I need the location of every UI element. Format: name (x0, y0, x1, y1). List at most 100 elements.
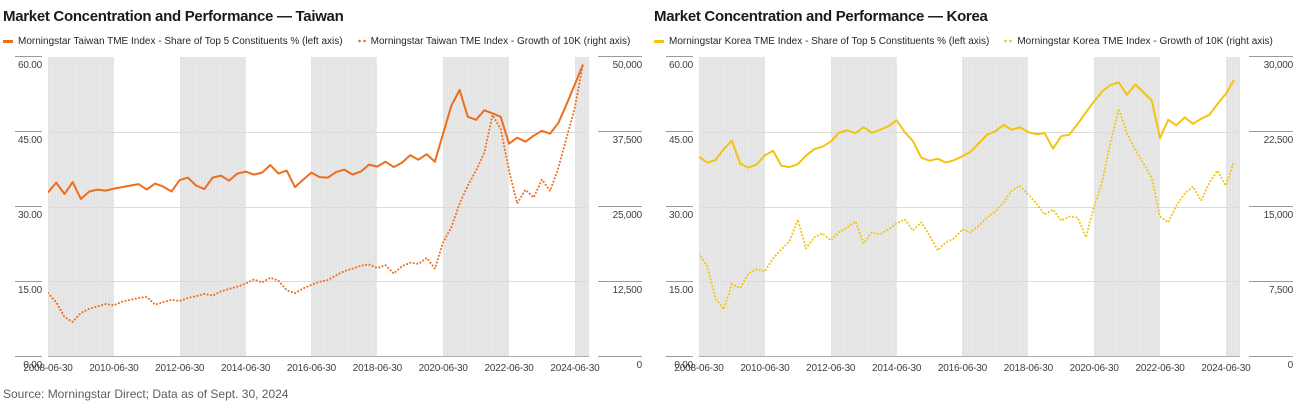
gridline (48, 131, 589, 133)
chart-title-taiwan: Market Concentration and Performance — T… (3, 8, 344, 25)
chart-title-korea: Market Concentration and Performance — K… (654, 8, 988, 25)
right-axis-tick: 30,000 (1249, 56, 1293, 71)
share-of-top5-line (48, 64, 584, 200)
right-axis-tick-label: 7,500 (1268, 285, 1293, 296)
left-axis-tick-label: 15.00 (668, 285, 693, 296)
right-axis-tick: 7,500 (1249, 281, 1293, 296)
tick-mark (1249, 56, 1293, 57)
legend-item: Morningstar Korea TME Index - Share of T… (654, 36, 989, 47)
right-axis-tick-label: 12,500 (612, 285, 643, 296)
x-axis-tick-label: 2020-06-30 (1069, 363, 1119, 374)
right-y-axis: 50,000 37,500 25,000 12,500 0 (589, 56, 645, 371)
left-axis-tick: 15.00 (666, 281, 693, 296)
x-axis-tick-label: 2022-06-30 (484, 363, 534, 374)
right-axis-tick-label: 37,500 (612, 135, 643, 146)
right-axis-tick-label: 0 (636, 360, 643, 371)
tick-mark (15, 131, 42, 132)
left-axis-tick: 30.00 (666, 206, 693, 221)
x-axis-tick-label: 2008-06-30 (674, 363, 724, 374)
x-axis-tick-label: 2010-06-30 (89, 363, 139, 374)
x-axis-tick-label: 2012-06-30 (806, 363, 856, 374)
chart-lines (699, 79, 1235, 312)
legend-item: Morningstar Taiwan TME Index - Share of … (3, 36, 343, 47)
left-axis-tick: 60.00 (666, 56, 693, 71)
right-axis-tick: 15,000 (1249, 206, 1293, 221)
right-axis-tick: 22,500 (1249, 131, 1293, 146)
legend-item: Morningstar Taiwan TME Index - Growth of… (356, 36, 630, 47)
chart-legend-taiwan: Morningstar Taiwan TME Index - Share of … (3, 34, 645, 48)
left-axis-tick: 0.00 (666, 356, 693, 371)
left-axis-tick: 15.00 (15, 281, 42, 296)
tick-mark (598, 281, 642, 282)
x-axis-tick-label: 2016-06-30 (286, 363, 337, 374)
right-y-axis: 30,000 22,500 15,000 7,500 0 (1240, 56, 1296, 371)
gridline (48, 281, 589, 283)
left-axis-tick-label: 45.00 (17, 135, 42, 146)
chart-body-taiwan: 60.00 45.00 30.00 15.00 0.00 50,000 37,500 25,… (3, 56, 645, 377)
left-axis-tick-label: 60.00 (17, 60, 42, 71)
legend-label: Morningstar Taiwan TME Index - Share of … (18, 35, 343, 47)
tick-mark (1249, 206, 1293, 207)
right-axis-tick-label: 50,000 (612, 60, 643, 71)
tick-mark (1249, 281, 1293, 282)
legend-label: Morningstar Korea TME Index - Growth of … (1017, 35, 1273, 47)
dotted-line-swatch-icon (1003, 39, 1013, 43)
right-axis-tick-label: 22,500 (1263, 135, 1294, 146)
source-note: Source: Morningstar Direct; Data as of S… (3, 387, 289, 401)
right-axis-tick: 50,000 (598, 56, 642, 71)
right-axis-tick: 25,000 (598, 206, 642, 221)
left-axis-tick-label: 15.00 (17, 285, 42, 296)
left-axis-tick-label: 0.00 (23, 360, 42, 371)
charts-row: Market Concentration and Performance — T… (0, 0, 1302, 377)
tick-mark (666, 131, 693, 132)
tick-mark (598, 56, 642, 57)
right-axis-tick: 0 (1249, 356, 1293, 371)
right-axis-tick-label: 0 (1287, 360, 1294, 371)
plot-area (699, 57, 1240, 357)
chart-panel-taiwan: Market Concentration and Performance — T… (0, 0, 651, 377)
x-axis-tick-label: 2010-06-30 (740, 363, 790, 374)
x-axis: 2008-06-30 2010-06-30 2012-06-30 2014-06-30… (674, 357, 1250, 377)
left-y-axis: 60.00 45.00 30.00 15.00 0.00 (654, 56, 699, 371)
right-axis-tick-label: 30,000 (1263, 60, 1294, 71)
tick-mark (666, 281, 693, 282)
legend-label: Morningstar Korea TME Index - Share of T… (669, 35, 990, 47)
x-axis: 2008-06-30 2010-06-30 2012-06-30 2014-06-30… (23, 357, 599, 377)
report-page: Market Concentration and Performance — T… (0, 0, 1302, 401)
growth-of-10k-line (48, 63, 584, 324)
left-axis-tick-label: 60.00 (668, 60, 693, 71)
chart-lines (48, 63, 584, 324)
gridline (699, 281, 1240, 283)
dotted-line-swatch-icon (356, 39, 366, 43)
left-axis-tick-label: 0.00 (674, 360, 693, 371)
right-axis-tick: 37,500 (598, 131, 642, 146)
x-axis-tick-label: 2014-06-30 (221, 363, 271, 374)
x-axis-tick-label: 2016-06-30 (937, 363, 988, 374)
gridline (699, 131, 1240, 133)
tick-mark (598, 206, 642, 207)
x-axis-tick-label: 2020-06-30 (418, 363, 468, 374)
left-axis-tick: 45.00 (15, 131, 42, 146)
left-axis-tick: 60.00 (15, 56, 42, 71)
right-axis-tick: 12,500 (598, 281, 642, 296)
right-axis-tick-label: 15,000 (1263, 210, 1294, 221)
chart-body-korea: 60.00 45.00 30.00 15.00 0.00 30,000 22,500 15,… (654, 56, 1296, 377)
solid-line-swatch-icon (654, 39, 664, 43)
x-axis-tick-label: 2024-06-30 (1201, 363, 1251, 374)
tick-mark (15, 281, 42, 282)
right-axis-tick: 0 (598, 356, 642, 371)
x-axis-tick-label: 2014-06-30 (872, 363, 922, 374)
left-y-axis: 60.00 45.00 30.00 15.00 0.00 (3, 56, 48, 371)
solid-line-swatch-icon (3, 39, 13, 43)
x-axis-tick-label: 2008-06-30 (23, 363, 73, 374)
tick-mark (1249, 356, 1293, 357)
x-axis-tick-label: 2018-06-30 (1003, 363, 1053, 374)
x-axis-tick-label: 2012-06-30 (155, 363, 205, 374)
tick-mark (15, 356, 42, 357)
tick-mark (15, 206, 42, 207)
plot-area (48, 57, 589, 357)
left-axis-tick: 30.00 (15, 206, 42, 221)
tick-mark (598, 131, 642, 132)
tick-mark (15, 56, 42, 57)
chart-panel-korea: Market Concentration and Performance — K… (651, 0, 1302, 377)
